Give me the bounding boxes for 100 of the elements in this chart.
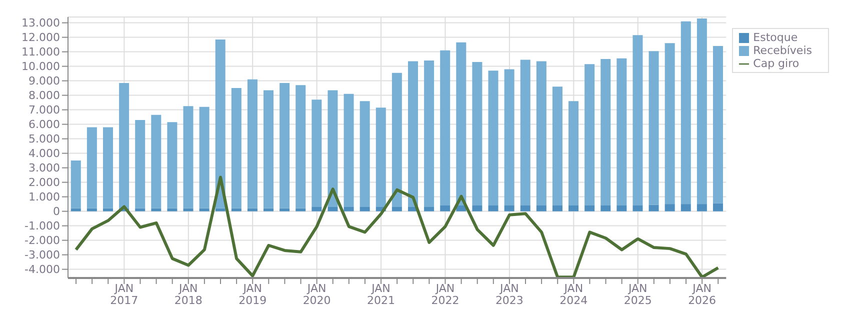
bar bbox=[488, 206, 498, 212]
bar bbox=[151, 208, 162, 212]
bar bbox=[712, 203, 723, 212]
bar bbox=[86, 127, 97, 208]
bar bbox=[183, 106, 194, 208]
y-tick-label: 10.000 bbox=[22, 60, 60, 74]
legend-label: Estoque bbox=[753, 31, 798, 44]
bar bbox=[552, 206, 562, 212]
x-tick-label: JAN 2021 bbox=[367, 282, 396, 307]
x-tick-label: JAN 2026 bbox=[688, 282, 716, 307]
bar bbox=[632, 35, 643, 206]
bar bbox=[712, 46, 723, 204]
bar bbox=[520, 206, 530, 212]
bar bbox=[231, 88, 242, 208]
bar bbox=[392, 206, 402, 212]
bar bbox=[70, 208, 81, 212]
bar bbox=[280, 82, 290, 208]
bar bbox=[264, 90, 274, 208]
bar bbox=[664, 204, 675, 212]
y-tick-label: 8.000 bbox=[28, 89, 60, 102]
bar bbox=[167, 122, 178, 208]
bar bbox=[664, 43, 675, 204]
bar bbox=[696, 204, 707, 212]
bar bbox=[440, 206, 450, 212]
bar bbox=[199, 106, 210, 208]
bar bbox=[247, 79, 258, 208]
y-tick-label: 7.000 bbox=[28, 104, 60, 117]
bar bbox=[344, 94, 354, 207]
y-tick-label: 12.000 bbox=[22, 31, 60, 44]
bar bbox=[520, 60, 530, 206]
bar bbox=[312, 206, 322, 212]
bar bbox=[119, 82, 130, 208]
bar bbox=[102, 127, 113, 208]
bar bbox=[616, 58, 627, 206]
y-tick-label: -2.000 bbox=[24, 234, 60, 248]
bar bbox=[328, 206, 338, 212]
bar bbox=[151, 114, 162, 208]
y-tick-label: 11.000 bbox=[22, 46, 60, 59]
bar bbox=[376, 108, 386, 207]
y-tick-label: -3.000 bbox=[24, 248, 60, 262]
y-tick-label: 13.000 bbox=[22, 16, 60, 30]
line-series bbox=[74, 176, 720, 278]
bar bbox=[424, 206, 434, 212]
bar bbox=[504, 69, 514, 206]
bar bbox=[86, 208, 97, 212]
bar bbox=[312, 100, 322, 207]
y-tick-label: -4.000 bbox=[24, 263, 60, 276]
x-tick-label: JAN 2018 bbox=[174, 282, 202, 307]
bar bbox=[408, 61, 418, 207]
bar bbox=[424, 60, 434, 207]
bar bbox=[504, 206, 514, 212]
bar bbox=[536, 61, 546, 206]
bar bbox=[392, 72, 402, 207]
legend-label: Cap giro bbox=[753, 57, 800, 70]
bar bbox=[360, 206, 370, 212]
bar bbox=[584, 206, 595, 212]
bar bbox=[360, 101, 370, 207]
bar bbox=[648, 51, 659, 205]
bar bbox=[296, 208, 306, 212]
bar bbox=[488, 70, 498, 206]
bar bbox=[568, 101, 579, 206]
bar bbox=[616, 206, 627, 212]
bar bbox=[440, 50, 450, 206]
bar bbox=[215, 208, 226, 212]
bar bbox=[264, 208, 274, 212]
x-tick-label: JAN 2025 bbox=[624, 282, 652, 307]
bar bbox=[536, 206, 546, 212]
y-tick-label: 2.000 bbox=[28, 176, 60, 190]
bar bbox=[280, 208, 290, 212]
bar bbox=[472, 62, 482, 206]
bar bbox=[135, 208, 146, 212]
bar bbox=[568, 206, 579, 212]
y-tick-label: 6.000 bbox=[28, 118, 60, 132]
bar bbox=[680, 21, 691, 204]
bar bbox=[231, 208, 242, 212]
x-tick-label: JAN 2023 bbox=[495, 282, 524, 307]
bar bbox=[199, 208, 210, 212]
x-tick-label: JAN 2024 bbox=[560, 282, 588, 307]
y-tick-label: 5.000 bbox=[28, 132, 60, 146]
x-tick-label: JAN 2019 bbox=[238, 282, 267, 307]
bar bbox=[696, 18, 707, 204]
bar bbox=[296, 85, 306, 208]
x-tick-label: JAN 2020 bbox=[302, 282, 331, 307]
legend-label: Recebíveis bbox=[753, 44, 812, 57]
bar bbox=[135, 120, 146, 208]
bar bbox=[472, 206, 482, 212]
x-tick-label: JAN 2022 bbox=[431, 282, 460, 307]
bar bbox=[584, 64, 595, 206]
y-tick-label: 9.000 bbox=[28, 74, 60, 88]
bar bbox=[215, 39, 226, 208]
x-tick-label: JAN 2017 bbox=[110, 282, 138, 307]
y-tick-label: 4.000 bbox=[28, 147, 60, 160]
bar bbox=[600, 59, 611, 206]
bar bbox=[247, 208, 258, 212]
y-tick-label: 3.000 bbox=[28, 162, 60, 175]
y-tick-label: 1.000 bbox=[28, 190, 60, 204]
bar bbox=[344, 206, 354, 212]
bar bbox=[102, 208, 113, 212]
bar bbox=[680, 204, 691, 212]
bar bbox=[648, 204, 659, 212]
